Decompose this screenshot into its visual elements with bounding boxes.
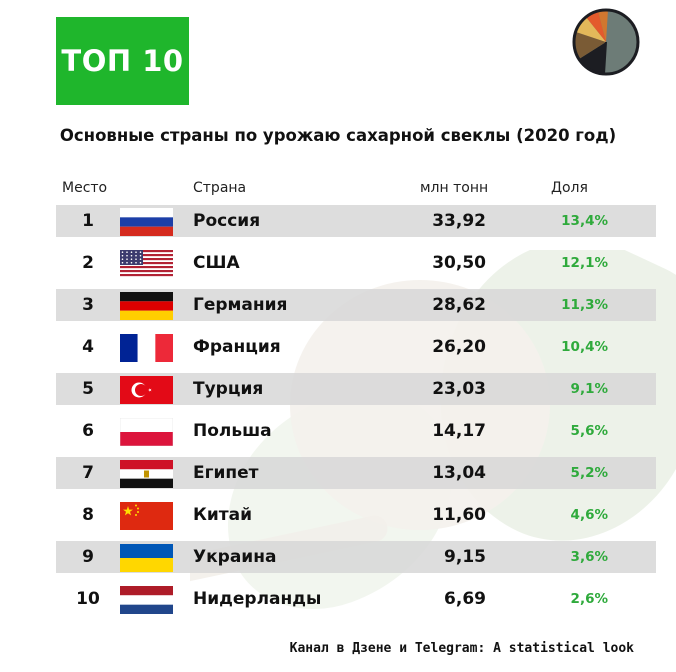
header-value: млн тонн [420, 180, 489, 196]
usa-flag-icon [120, 250, 173, 278]
germany-flag-icon [120, 292, 173, 320]
row-rank: 5 [82, 379, 94, 399]
header-share: Доля [551, 180, 588, 196]
top10-badge: ТОП 10 [56, 17, 189, 105]
row-rank: 2 [82, 253, 94, 273]
row-rank: 10 [76, 589, 100, 609]
header-place: Место [62, 180, 108, 196]
chart-title: Основные страны по урожаю сахарной свекл… [59, 126, 617, 145]
row-country: США [193, 253, 240, 273]
table-row: 4 Франция 26,20 10,4% [56, 331, 656, 363]
row-value: 23,03 [432, 379, 486, 399]
row-share: 11,3% [561, 297, 608, 313]
row-share: 5,6% [570, 423, 608, 439]
table-row: 2 США 30,50 12,1% [56, 247, 656, 279]
poland-flag-icon [120, 418, 173, 446]
row-country: Турция [193, 379, 264, 399]
table-row: 7 Египет 13,04 5,2% [56, 457, 656, 489]
row-country: Китай [193, 505, 253, 525]
footer-credit: Канал в Дзене и Telegram: A statistical … [289, 641, 634, 656]
row-value: 13,04 [432, 463, 486, 483]
row-rank: 3 [82, 295, 94, 315]
turkey-flag-icon [120, 376, 173, 404]
ukraine-flag-icon [120, 544, 173, 572]
row-rank: 4 [82, 337, 94, 357]
row-country: Нидерланды [193, 589, 322, 609]
row-country: Египет [193, 463, 259, 483]
row-share: 3,6% [570, 549, 608, 565]
row-rank: 8 [82, 505, 94, 525]
row-share: 2,6% [570, 591, 608, 607]
france-flag-icon [120, 334, 173, 362]
row-value: 11,60 [432, 505, 486, 525]
egypt-flag-icon [120, 460, 173, 488]
row-value: 14,17 [432, 421, 486, 441]
china-flag-icon [120, 502, 173, 530]
table-row: 8 Китай 11,60 4,6% [56, 499, 656, 531]
table-row: 6 Польша 14,17 5,6% [56, 415, 656, 447]
netherlands-flag-icon [120, 586, 173, 614]
row-value: 30,50 [432, 253, 486, 273]
row-rank: 7 [82, 463, 94, 483]
table-row: 9 Украина 9,15 3,6% [56, 541, 656, 573]
table-row: 10 Нидерланды 6,69 2,6% [56, 583, 656, 615]
row-share: 13,4% [561, 213, 608, 229]
row-share: 9,1% [570, 381, 608, 397]
row-rank: 1 [82, 211, 94, 231]
row-share: 12,1% [561, 255, 608, 271]
header-country: Страна [193, 180, 247, 196]
row-country: Германия [193, 295, 288, 315]
russia-flag-icon [120, 208, 173, 236]
row-value: 33,92 [432, 211, 486, 231]
table-row: 1 Россия 33,92 13,4% [56, 205, 656, 237]
row-rank: 6 [82, 421, 94, 441]
row-value: 28,62 [432, 295, 486, 315]
row-value: 6,69 [444, 589, 486, 609]
table-row: 5 Турция 23,03 9,1% [56, 373, 656, 405]
table-row: 3 Германия 28,62 11,3% [56, 289, 656, 321]
row-share: 10,4% [561, 339, 608, 355]
row-share: 4,6% [570, 507, 608, 523]
pie-chart-logo-icon [572, 8, 640, 76]
row-value: 26,20 [432, 337, 486, 357]
row-value: 9,15 [444, 547, 486, 567]
row-country: Франция [193, 337, 281, 357]
row-rank: 9 [82, 547, 94, 567]
row-country: Украина [193, 547, 277, 567]
row-country: Россия [193, 211, 261, 231]
row-country: Польша [193, 421, 272, 441]
row-share: 5,2% [570, 465, 608, 481]
